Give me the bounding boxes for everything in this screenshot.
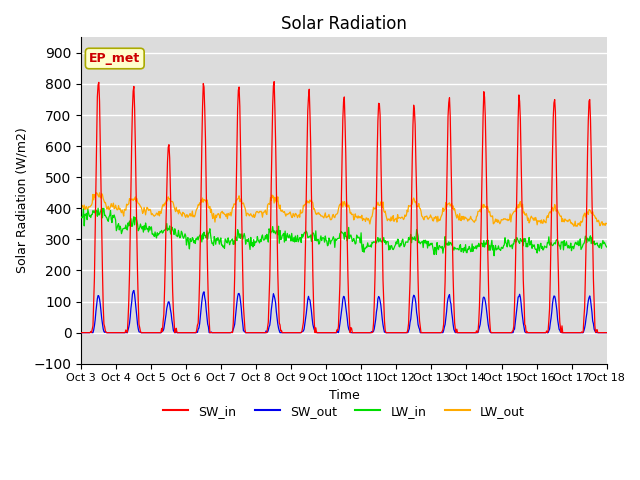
- SW_out: [603, 330, 611, 336]
- LW_out: [424, 216, 431, 222]
- SW_out: [195, 325, 203, 331]
- Legend: SW_in, SW_out, LW_in, LW_out: SW_in, SW_out, LW_in, LW_out: [158, 400, 530, 423]
- LW_out: [87, 203, 95, 209]
- LW_in: [98, 205, 106, 211]
- SW_out: [424, 330, 431, 336]
- LW_out: [195, 203, 203, 208]
- SW_out: [408, 301, 416, 307]
- SW_out: [77, 330, 85, 336]
- Y-axis label: Solar Radiation (W/m2): Solar Radiation (W/m2): [15, 128, 28, 274]
- Line: SW_in: SW_in: [81, 82, 607, 333]
- LW_out: [77, 205, 85, 211]
- SW_out: [223, 330, 230, 336]
- Text: EP_met: EP_met: [89, 52, 140, 65]
- SW_in: [222, 330, 230, 336]
- LW_out: [603, 221, 611, 227]
- LW_out: [141, 212, 149, 218]
- SW_in: [270, 79, 278, 84]
- LW_in: [603, 244, 611, 250]
- LW_out: [93, 190, 100, 195]
- Line: LW_out: LW_out: [81, 192, 607, 226]
- LW_in: [408, 234, 416, 240]
- Line: LW_in: LW_in: [81, 208, 607, 256]
- LW_in: [490, 253, 498, 259]
- LW_in: [77, 214, 85, 220]
- LW_in: [141, 220, 149, 226]
- SW_in: [77, 330, 85, 336]
- LW_in: [87, 215, 95, 220]
- SW_in: [87, 329, 95, 335]
- SW_in: [141, 330, 148, 336]
- LW_in: [424, 245, 431, 251]
- LW_in: [195, 234, 203, 240]
- LW_out: [572, 223, 580, 229]
- SW_out: [87, 329, 95, 335]
- SW_out: [141, 330, 149, 336]
- SW_in: [603, 330, 611, 336]
- Line: SW_out: SW_out: [81, 290, 607, 333]
- SW_in: [408, 157, 416, 163]
- LW_in: [223, 240, 230, 245]
- SW_in: [195, 320, 202, 326]
- SW_out: [130, 288, 138, 293]
- LW_out: [223, 211, 230, 217]
- Title: Solar Radiation: Solar Radiation: [281, 15, 407, 33]
- X-axis label: Time: Time: [328, 389, 359, 402]
- SW_in: [424, 330, 431, 336]
- LW_out: [408, 201, 416, 207]
